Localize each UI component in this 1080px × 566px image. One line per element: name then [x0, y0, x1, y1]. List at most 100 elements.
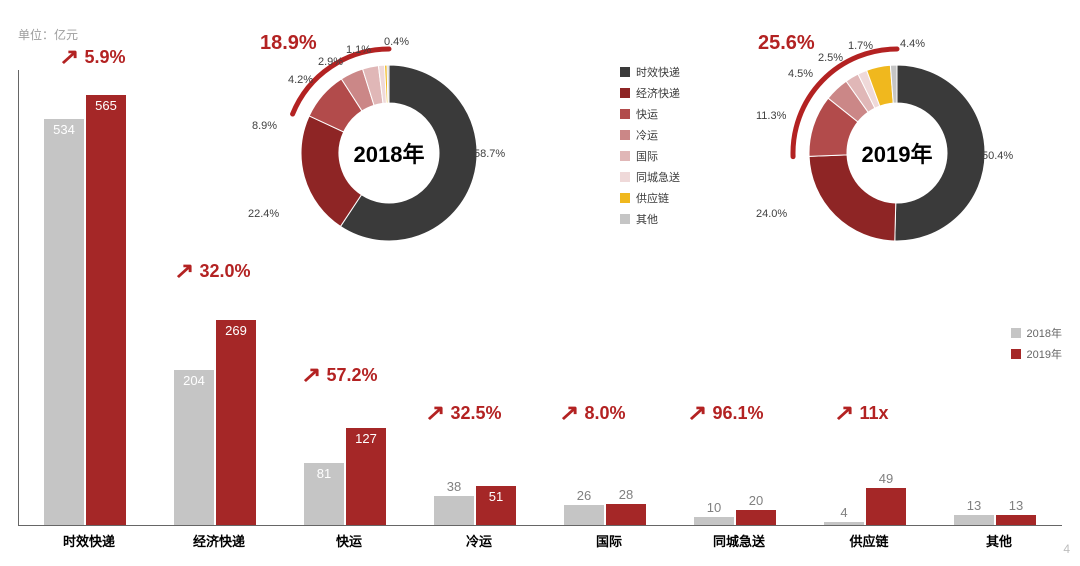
bar-2019: [866, 488, 906, 525]
growth-value: 96.1%: [712, 403, 763, 424]
legend-label: 国际: [636, 148, 658, 164]
donut-slice-label: 4.5%: [788, 68, 813, 80]
donut-growth-label: 25.6%: [758, 32, 815, 55]
page-number: 4: [1063, 542, 1070, 556]
growth-value: 11x: [859, 403, 888, 424]
legend-swatch: [1011, 349, 1021, 359]
legend-item: 供应链: [620, 190, 680, 206]
legend-item: 时效快递: [620, 64, 680, 80]
legend-swatch: [620, 88, 630, 98]
donut-slice-label: 0.4%: [384, 36, 409, 48]
growth-value: 32.0%: [199, 261, 250, 282]
legend-swatch: [620, 214, 630, 224]
bar-value-2019: 28: [606, 487, 646, 502]
legend-item: 经济快递: [620, 85, 680, 101]
donut-slice-label: 2.9%: [318, 56, 343, 68]
bar-value-2019: 565: [86, 98, 126, 113]
bar-category-label: 时效快递: [24, 531, 154, 550]
legend-swatch: [620, 109, 630, 119]
bar-category-label: 其他: [934, 531, 1064, 550]
legend-item: 冷运: [620, 127, 680, 143]
arrow-up-right-icon: ↗: [301, 362, 321, 388]
arrow-up-right-icon: ↗: [174, 258, 194, 284]
bar-value-2019: 51: [476, 489, 516, 504]
year-legend-item: 2019年: [1011, 346, 1062, 362]
donut-legend: 时效快递经济快递快运冷运国际同城急送供应链其他: [620, 64, 680, 232]
bar-2018: [824, 522, 864, 525]
bar-2018: [694, 517, 734, 525]
donut-slice-label: 11.3%: [756, 110, 786, 122]
legend-label: 2019年: [1027, 346, 1062, 362]
growth-label: ↗8.0%: [560, 400, 625, 426]
bar-value-2018: 4: [824, 505, 864, 520]
bar-category-label: 经济快递: [154, 531, 284, 550]
donut-growth-label: 18.9%: [260, 32, 317, 55]
growth-label: ↗11x: [835, 400, 888, 426]
bar-2018: [44, 119, 84, 525]
donut-slice-label: 4.2%: [288, 74, 313, 86]
legend-item: 同城急送: [620, 169, 680, 185]
growth-value: 8.0%: [584, 403, 625, 424]
bar-category-label: 同城急送: [674, 531, 804, 550]
growth-label: ↗57.2%: [302, 362, 377, 388]
donut-slice-label: 1.1%: [346, 44, 371, 56]
legend-swatch: [620, 151, 630, 161]
donut-slice-label: 2.5%: [818, 52, 843, 64]
donut-slice-label: 50.4%: [982, 150, 1013, 162]
bar-value-2018: 204: [174, 373, 214, 388]
bar-value-2018: 534: [44, 122, 84, 137]
bar-2019: [996, 515, 1036, 525]
bar-2018: [564, 505, 604, 525]
donut-2018: 2018年58.7%22.4%8.9%4.2%2.9%1.1%0.4%: [284, 48, 494, 258]
legend-swatch: [620, 130, 630, 140]
arrow-up-right-icon: ↗: [59, 44, 79, 70]
bar-value-2019: 20: [736, 493, 776, 508]
bar-value-2018: 38: [434, 479, 474, 494]
growth-label: ↗5.9%: [60, 44, 125, 70]
donut-slice-label: 24.0%: [756, 208, 787, 220]
growth-value: 5.9%: [84, 47, 125, 68]
bar-2019: [216, 320, 256, 525]
legend-item: 其他: [620, 211, 680, 227]
legend-label: 快运: [636, 106, 658, 122]
legend-label: 2018年: [1027, 325, 1062, 341]
year-legend-item: 2018年: [1011, 325, 1062, 341]
bar-value-2018: 10: [694, 500, 734, 515]
growth-label: ↗32.0%: [175, 258, 250, 284]
legend-label: 冷运: [636, 127, 658, 143]
arrow-up-right-icon: ↗: [559, 400, 579, 426]
donut-slice-label: 22.4%: [248, 208, 279, 220]
growth-value: 32.5%: [450, 403, 501, 424]
bar-category-label: 国际: [544, 531, 674, 550]
legend-item: 国际: [620, 148, 680, 164]
legend-swatch: [620, 172, 630, 182]
year-legend: 2018年 2019年: [1011, 325, 1062, 367]
unit-label: 单位：亿元: [18, 26, 78, 43]
bar-2019: [86, 95, 126, 525]
bar-baseline: [18, 525, 1062, 526]
donut-center-label: 2018年: [354, 137, 425, 169]
legend-swatch: [620, 193, 630, 203]
donut-slice-label: 4.4%: [900, 38, 925, 50]
legend-swatch: [620, 67, 630, 77]
growth-label: ↗32.5%: [426, 400, 501, 426]
bar-2018: [434, 496, 474, 525]
bar-value-2019: 49: [866, 471, 906, 486]
donut-slice-label: 8.9%: [252, 120, 277, 132]
legend-item: 快运: [620, 106, 680, 122]
legend-label: 供应链: [636, 190, 669, 206]
bar-2019: [736, 510, 776, 525]
bar-value-2019: 127: [346, 431, 386, 446]
legend-swatch: [1011, 328, 1021, 338]
bar-category-label: 冷运: [414, 531, 544, 550]
bar-2019: [606, 504, 646, 525]
arrow-up-right-icon: ↗: [687, 400, 707, 426]
bar-value-2019: 13: [996, 498, 1036, 513]
bar-value-2018: 26: [564, 488, 604, 503]
bar-2018: [174, 370, 214, 525]
bar-y-axis: [18, 70, 19, 526]
legend-label: 时效快递: [636, 64, 680, 80]
bar-value-2019: 269: [216, 323, 256, 338]
legend-label: 其他: [636, 211, 658, 227]
growth-label: ↗96.1%: [688, 400, 763, 426]
